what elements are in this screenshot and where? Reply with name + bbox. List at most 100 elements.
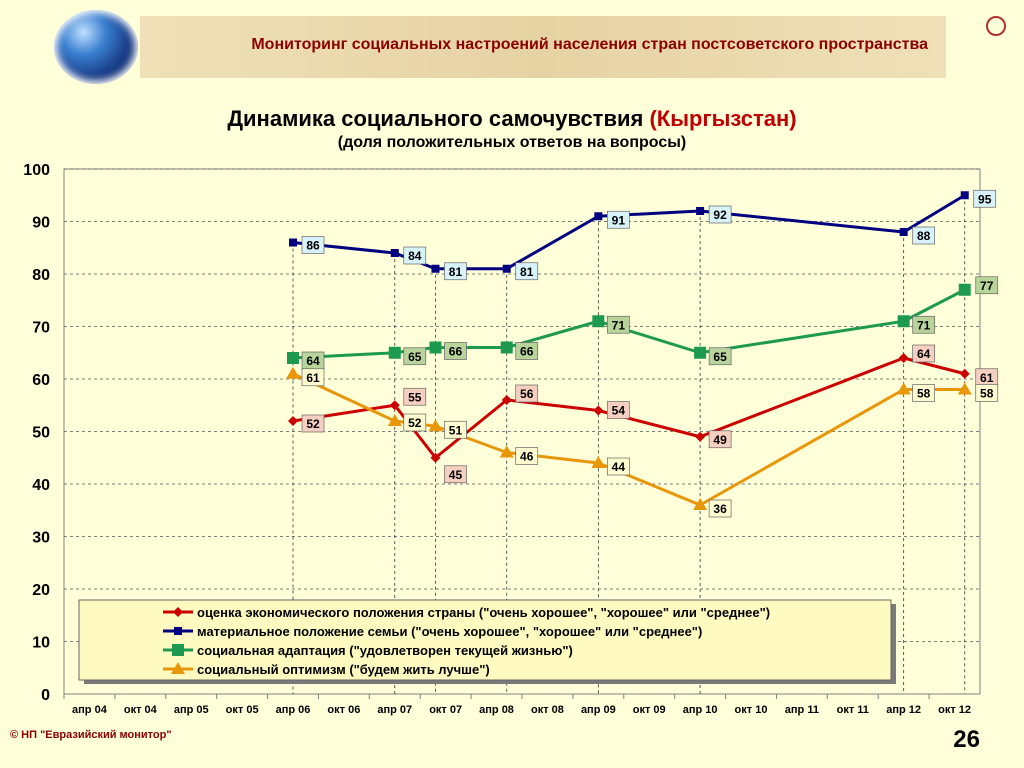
data-label: 71 xyxy=(612,318,626,332)
data-point-square xyxy=(899,228,908,236)
data-point-square xyxy=(594,212,603,221)
x-tick-label: окт 04 xyxy=(124,704,158,716)
data-point-triangle xyxy=(171,662,185,674)
data-point-triangle xyxy=(428,419,443,432)
data-label: 86 xyxy=(306,239,320,253)
data-point-square xyxy=(174,627,182,635)
y-tick-label: 20 xyxy=(32,582,50,599)
organization-logo-icon xyxy=(986,16,1006,36)
data-label-box xyxy=(301,236,325,254)
x-tick-label: апр 08 xyxy=(479,704,514,716)
legend: оценка экономического положения страны (… xyxy=(78,599,896,684)
copyright-text: © НП "Евразийский монитор" xyxy=(10,729,172,741)
x-tick-label: апр 07 xyxy=(377,704,412,716)
data-label: 81 xyxy=(449,265,463,279)
data-point-diamond xyxy=(173,607,183,617)
data-label: 66 xyxy=(449,345,463,359)
data-label: 51 xyxy=(449,423,463,437)
series-line xyxy=(292,193,966,271)
data-label: 45 xyxy=(449,468,463,482)
data-point-triangle xyxy=(957,382,972,395)
data-label-box xyxy=(606,315,630,334)
data-label: 61 xyxy=(980,371,994,385)
data-point-square xyxy=(500,341,513,354)
data-point-square xyxy=(172,644,184,656)
data-point-square xyxy=(289,238,297,247)
data-label-box xyxy=(708,205,732,224)
data-label: 52 xyxy=(306,417,320,431)
y-tick-label: 30 xyxy=(32,530,50,547)
x-tick-label: окт 06 xyxy=(327,704,360,716)
data-point-triangle xyxy=(591,456,606,468)
data-label: 44 xyxy=(612,460,626,474)
y-tick-label: 0 xyxy=(41,687,50,704)
data-label-box xyxy=(403,347,427,366)
legend-entry: социальный оптимизм ("будем жить лучше") xyxy=(197,662,490,677)
data-label-box xyxy=(912,344,936,363)
x-tick-label: окт 11 xyxy=(837,704,869,716)
data-label: 91 xyxy=(612,213,626,227)
data-point-square xyxy=(431,264,440,273)
x-tick-label: окт 09 xyxy=(633,704,666,716)
data-point-square xyxy=(287,352,299,364)
x-tick-label: окт 10 xyxy=(735,704,768,716)
legend-entry: оценка экономического положения страны (… xyxy=(197,605,770,620)
data-label-box xyxy=(444,342,467,360)
y-tick-label: 90 xyxy=(32,215,50,232)
legend-entry: материальное положение семьи ("очень хор… xyxy=(197,624,702,639)
data-label-box xyxy=(515,384,539,403)
data-point-triangle xyxy=(896,382,911,395)
data-point-triangle xyxy=(499,445,514,458)
data-label-box xyxy=(515,262,539,281)
data-point-square xyxy=(502,264,511,273)
data-point-diamond xyxy=(695,431,706,442)
data-label: 54 xyxy=(612,404,626,418)
data-label: 77 xyxy=(980,279,994,293)
chart-title-main: Динамика социального самочувствия xyxy=(227,106,650,131)
data-point-square xyxy=(388,346,401,359)
data-label-box xyxy=(606,401,630,419)
data-label: 49 xyxy=(713,433,727,447)
data-point-square xyxy=(897,315,910,328)
data-label-box xyxy=(708,347,732,366)
data-point-triangle xyxy=(286,366,300,379)
y-tick-label: 40 xyxy=(32,477,50,494)
data-point-square xyxy=(429,341,442,354)
series-economy: 52 55 45 56 54 49 64 61 xyxy=(288,344,999,484)
y-tick-label: 70 xyxy=(32,320,50,337)
data-label: 92 xyxy=(713,208,727,222)
data-point-square xyxy=(390,249,399,257)
data-point-diamond xyxy=(593,405,604,416)
data-label: 55 xyxy=(408,390,422,404)
data-label: 88 xyxy=(917,229,931,243)
data-label: 36 xyxy=(713,502,727,516)
x-tick-label: апр 04 xyxy=(72,704,108,716)
data-point-diamond xyxy=(430,452,441,463)
data-label-box xyxy=(708,499,732,518)
data-label-box xyxy=(444,262,467,281)
data-label-box xyxy=(708,430,732,449)
data-label: 66 xyxy=(520,345,534,359)
data-point-triangle xyxy=(693,498,708,510)
header-title: Мониторинг социальных настроений населен… xyxy=(251,36,928,53)
data-label-box xyxy=(301,368,325,387)
data-label: 58 xyxy=(980,387,994,401)
data-label: 64 xyxy=(306,354,320,368)
y-tick-label: 80 xyxy=(32,267,50,284)
series-line xyxy=(292,356,966,460)
chart-subtitle: (доля положительных ответов на вопросы) xyxy=(337,134,687,151)
data-label: 81 xyxy=(520,265,534,279)
x-tick-label: апр 06 xyxy=(276,704,311,716)
series-line xyxy=(292,372,965,507)
data-label-box xyxy=(912,315,936,334)
data-label: 58 xyxy=(917,387,931,401)
series-family: 86 84 81 81 91 92 88 95 xyxy=(289,189,997,281)
data-label: 65 xyxy=(408,350,422,364)
data-label: 84 xyxy=(408,249,422,263)
data-label-box xyxy=(606,210,630,229)
data-label: 46 xyxy=(520,450,534,464)
globe-logo xyxy=(54,10,138,84)
data-point-square xyxy=(958,283,971,296)
chart-title: Динамика социального самочувствия (Кыргы… xyxy=(0,106,1024,132)
x-tick-label: апр 10 xyxy=(683,704,718,716)
